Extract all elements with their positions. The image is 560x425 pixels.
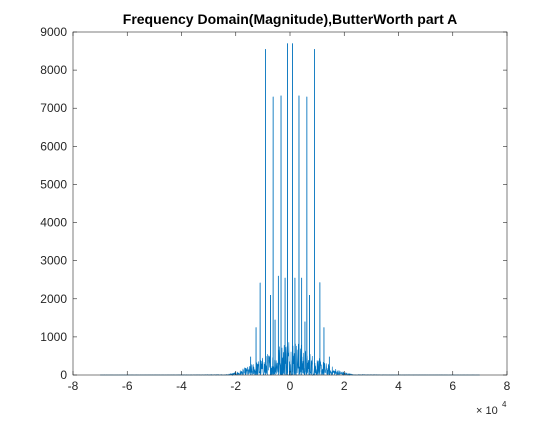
x-axis-exponent-base: × 10 [476,405,498,417]
plot-layer [100,43,480,377]
y-tick-label: 1000 [40,330,67,344]
y-tick-label: 8000 [40,63,67,77]
x-tick-label: -4 [176,379,187,393]
y-tick-label: 4000 [40,216,67,230]
x-tick-label: 2 [341,379,348,393]
axes-layer [72,31,508,376]
y-tick-label: 9000 [40,25,67,39]
x-tick-label: 0 [287,379,294,393]
y-tick-label: 3000 [40,254,67,268]
x-tick-label: 6 [449,379,456,393]
y-tick-label: 6000 [40,139,67,153]
x-tick-label: 4 [395,379,402,393]
chart-title: Frequency Domain(Magnitude),ButterWorth … [123,11,457,27]
y-tick-label: 7000 [40,101,67,115]
x-tick-label: -6 [122,379,133,393]
x-axis-exponent-power: 4 [502,400,507,409]
x-tick-label: -8 [68,379,79,393]
series-line [100,43,480,377]
y-tick-label: 2000 [40,292,67,306]
x-tick-label: 8 [504,379,511,393]
y-tick-label: 5000 [40,177,67,191]
y-tick-label: 0 [60,368,67,382]
tick-labels: -8 -6 -4 -2 0 2 4 6 8 0 1000 2000 3000 4000 5000 6000 70… [40,25,510,393]
axes-box [72,31,508,376]
x-tick-label: -2 [230,379,241,393]
